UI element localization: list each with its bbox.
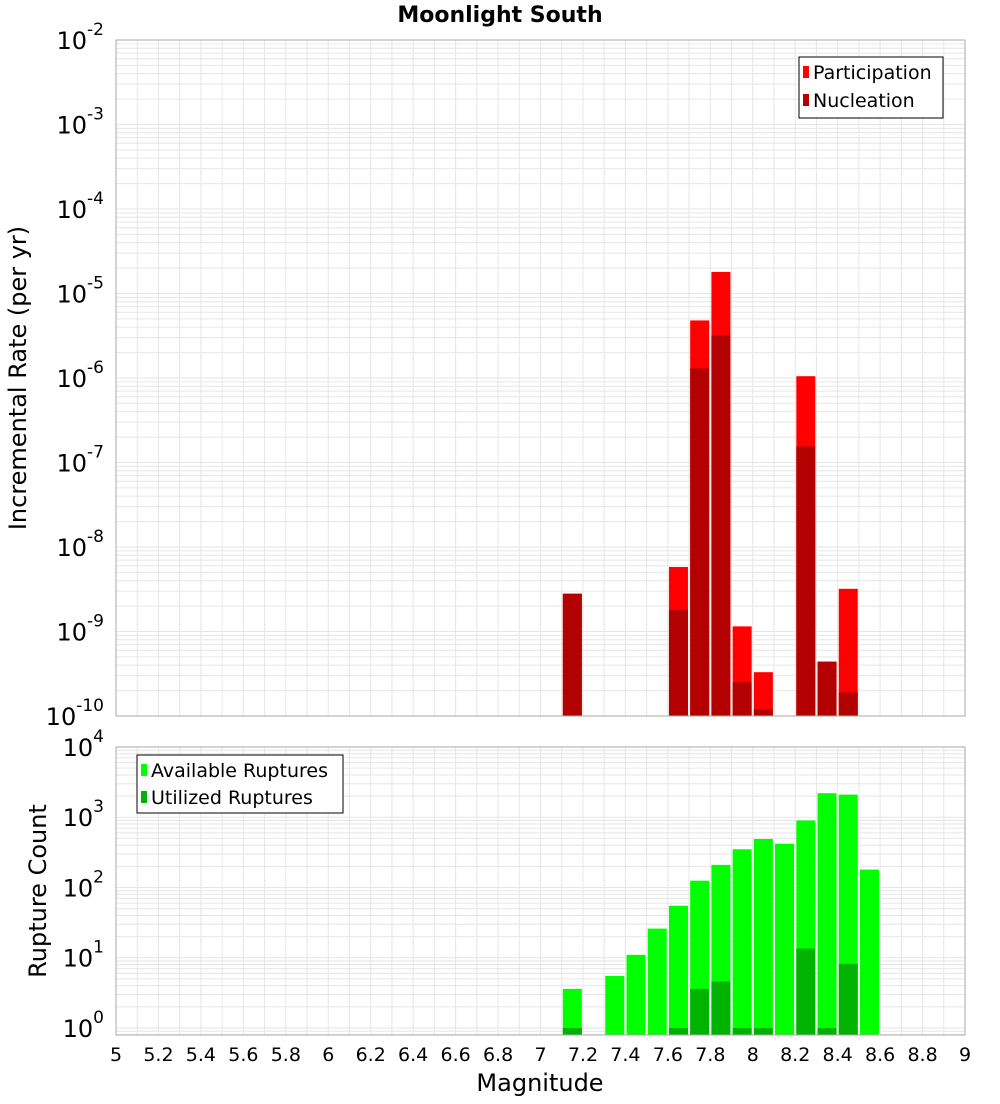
x-tick-label: 5.4 bbox=[186, 1044, 216, 1066]
bar-participation bbox=[753, 672, 773, 716]
y-tick-label: 10-3 bbox=[57, 105, 105, 140]
x-tick-label: 5.2 bbox=[143, 1044, 173, 1066]
x-tick-label: 5.8 bbox=[271, 1044, 301, 1066]
count-plot-frame bbox=[115, 746, 966, 1036]
count-bars bbox=[562, 793, 879, 1035]
x-tick-label: 6.4 bbox=[398, 1044, 428, 1066]
y-tick-label: 101 bbox=[63, 938, 104, 973]
chart-title: Moonlight South bbox=[397, 3, 602, 28]
y-tick-label: 10-2 bbox=[57, 20, 105, 55]
y-tick-label: 100 bbox=[63, 1008, 104, 1043]
nucleation-legend-label: Nucleation bbox=[813, 90, 915, 112]
bar-utilized-ruptures bbox=[753, 1027, 773, 1035]
count-panel: 100 101 102 103 104 5 5.2 5.4 5.6 5.8 6 6.2 6.4 6.6 6… bbox=[24, 727, 971, 1097]
participation-legend-swatch bbox=[803, 66, 809, 78]
x-tick-label: 6.2 bbox=[356, 1044, 386, 1066]
rate-legend-box bbox=[798, 56, 944, 119]
bar-available-ruptures bbox=[668, 905, 688, 1035]
bar-available-ruptures bbox=[817, 793, 837, 1035]
bar-available-ruptures bbox=[775, 843, 795, 1035]
bar-utilized-ruptures bbox=[838, 963, 858, 1035]
x-tick-label: 7.2 bbox=[568, 1044, 598, 1066]
count-legend-box bbox=[136, 754, 344, 814]
x-tick-label: 6 bbox=[322, 1044, 334, 1066]
available-legend-swatch bbox=[141, 764, 147, 776]
bar-nucleation bbox=[711, 335, 731, 716]
bar-available-ruptures bbox=[562, 988, 582, 1035]
count-y-tick-labels: 100 101 102 103 104 bbox=[63, 727, 104, 1043]
y-tick-label: 10-8 bbox=[57, 527, 105, 562]
y-tick-label: 10-9 bbox=[57, 612, 105, 647]
participation-legend-label: Participation bbox=[813, 62, 932, 84]
x-tick-label: 8.2 bbox=[780, 1044, 810, 1066]
bar-utilized-ruptures bbox=[690, 988, 710, 1035]
bar-utilized-ruptures bbox=[668, 1027, 688, 1035]
bar-available-ruptures bbox=[605, 975, 625, 1035]
bar-nucleation bbox=[732, 682, 752, 716]
x-tick-label: 6.8 bbox=[483, 1044, 513, 1066]
bar-nucleation bbox=[838, 692, 858, 716]
rate-y-tick-labels: 10-10 10-9 10-8 10-7 10-6 10-5 10-4 10-3 10-2 bbox=[46, 20, 104, 731]
bar-nucleation bbox=[562, 593, 582, 716]
x-tick-labels: 5 5.2 5.4 5.6 5.8 6 6.2 6.4 6.6 6.8 7 7.2 7.4 7.6 7.8 8… bbox=[110, 1044, 971, 1066]
bar-utilized-ruptures bbox=[732, 1027, 752, 1035]
x-tick-label: 8.6 bbox=[865, 1044, 895, 1066]
bar-nucleation bbox=[796, 446, 816, 716]
bar-available-ruptures bbox=[753, 839, 773, 1035]
y-tick-label: 102 bbox=[63, 867, 104, 902]
rate-plot-frame bbox=[115, 39, 966, 717]
bar-participation bbox=[838, 588, 858, 716]
y-tick-label: 10-6 bbox=[57, 358, 105, 393]
bar-nucleation bbox=[690, 368, 710, 716]
x-tick-label: 9 bbox=[959, 1044, 971, 1066]
utilized-legend-swatch bbox=[141, 791, 147, 803]
x-tick-label: 6.6 bbox=[440, 1044, 470, 1066]
rate-panel: 10-10 10-9 10-8 10-7 10-6 10-5 10-4 10-3 10-2 In… bbox=[4, 20, 966, 731]
x-tick-label: 7 bbox=[534, 1044, 546, 1066]
y-tick-label: 10-10 bbox=[46, 696, 104, 731]
bar-available-ruptures bbox=[626, 954, 646, 1035]
bar-utilized-ruptures bbox=[817, 1027, 837, 1035]
y-tick-label: 10-7 bbox=[57, 443, 105, 478]
x-tick-label: 8.8 bbox=[907, 1044, 937, 1066]
y-tick-label: 10-4 bbox=[57, 189, 105, 224]
rate-legend: Participation Nucleation bbox=[798, 56, 944, 119]
bar-available-ruptures bbox=[859, 869, 879, 1035]
x-tick-label: 7.4 bbox=[610, 1044, 640, 1066]
rate-gridlines bbox=[115, 40, 966, 717]
x-tick-label: 8 bbox=[747, 1044, 759, 1066]
utilized-legend-label: Utilized Ruptures bbox=[151, 787, 313, 809]
bar-nucleation bbox=[753, 709, 773, 716]
y-tick-label: 103 bbox=[63, 797, 104, 832]
available-legend-label: Available Ruptures bbox=[151, 760, 328, 782]
nucleation-legend-swatch bbox=[803, 94, 809, 106]
bar-utilized-ruptures bbox=[711, 981, 731, 1035]
y-tick-label: 10-5 bbox=[57, 274, 105, 309]
x-tick-label: 7.8 bbox=[695, 1044, 725, 1066]
count-legend: Available Ruptures Utilized Ruptures bbox=[136, 754, 344, 814]
x-tick-label: 8.4 bbox=[823, 1044, 853, 1066]
y-tick-label: 104 bbox=[63, 727, 104, 762]
x-tick-label: 7.6 bbox=[653, 1044, 683, 1066]
x-axis-label: Magnitude bbox=[476, 1069, 603, 1097]
x-tick-label: 5 bbox=[110, 1044, 122, 1066]
rate-bars bbox=[562, 271, 858, 716]
bar-utilized-ruptures bbox=[796, 948, 816, 1035]
bar-available-ruptures bbox=[732, 849, 752, 1035]
count-y-axis-label: Rupture Count bbox=[24, 804, 52, 978]
rate-y-axis-label: Incremental Rate (per yr) bbox=[4, 226, 32, 530]
x-tick-label: 5.6 bbox=[228, 1044, 258, 1066]
bar-nucleation bbox=[817, 661, 837, 716]
bar-available-ruptures bbox=[647, 928, 667, 1035]
bar-nucleation bbox=[668, 609, 688, 716]
bar-utilized-ruptures bbox=[562, 1027, 582, 1035]
